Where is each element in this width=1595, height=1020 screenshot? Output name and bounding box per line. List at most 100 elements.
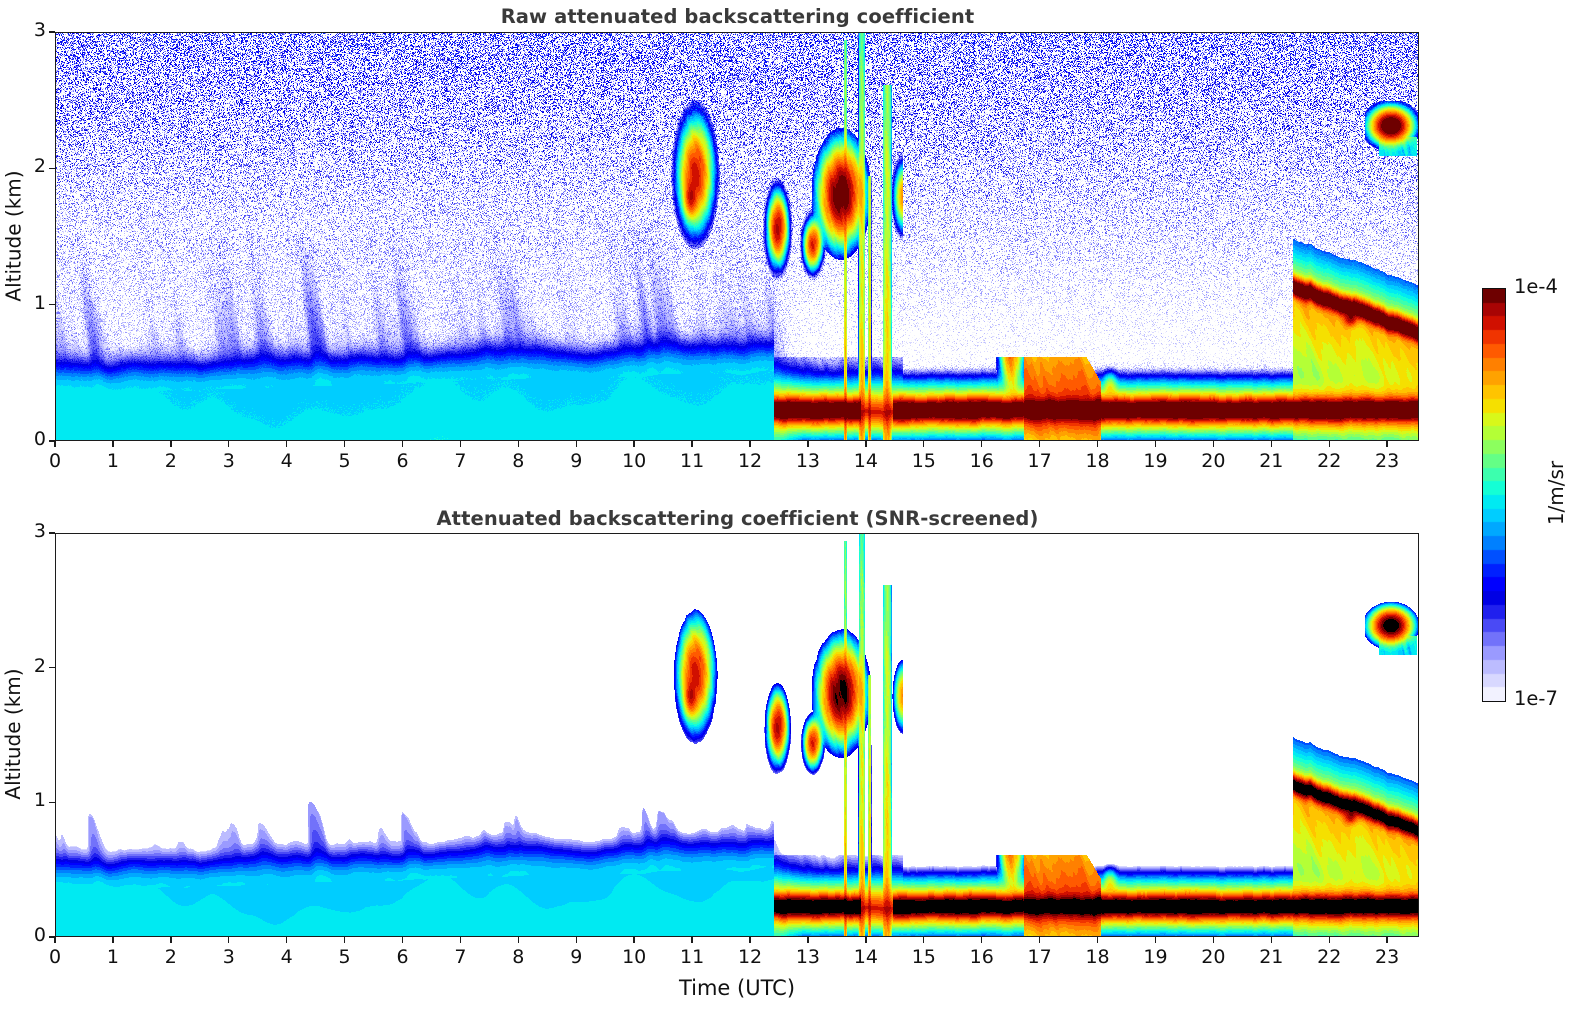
x-tick-mark bbox=[1212, 937, 1215, 943]
x-tick-label: 4 bbox=[280, 946, 293, 968]
x-tick-label: 19 bbox=[1143, 946, 1168, 968]
x-tick-label: 19 bbox=[1143, 450, 1168, 472]
y-tick-label: 3 bbox=[33, 19, 46, 41]
x-tick-label: 5 bbox=[338, 946, 351, 968]
y-tick-label: 2 bbox=[33, 654, 46, 677]
x-tick-mark bbox=[517, 937, 520, 943]
x-tick-label: 23 bbox=[1375, 450, 1400, 472]
x-tick-mark bbox=[749, 937, 751, 943]
x-tick-mark bbox=[1212, 441, 1215, 447]
x-tick-mark bbox=[633, 441, 635, 447]
x-tick-mark bbox=[1096, 937, 1099, 943]
y-tick-label: 1 bbox=[33, 291, 46, 314]
raw-panel-heatmap bbox=[56, 33, 1418, 440]
x-tick-mark bbox=[865, 937, 867, 943]
x-tick-label: 17 bbox=[1027, 946, 1052, 968]
x-tick-mark bbox=[228, 937, 230, 943]
x-tick-label: 2 bbox=[164, 450, 177, 472]
screened-panel-axes bbox=[55, 533, 1419, 937]
x-tick-mark bbox=[1270, 441, 1272, 447]
x-tick-mark bbox=[1328, 937, 1330, 943]
x-tick-mark bbox=[285, 937, 288, 943]
x-tick-label: 11 bbox=[680, 450, 705, 472]
x-tick-label: 8 bbox=[512, 450, 525, 472]
x-tick-label: 10 bbox=[622, 946, 647, 968]
x-tick-mark bbox=[575, 937, 577, 943]
y-tick-mark bbox=[49, 167, 55, 170]
x-tick-label: 14 bbox=[853, 450, 878, 472]
x-tick-mark bbox=[1270, 937, 1272, 943]
raw-panel-title: Raw attenuated backscattering coefficien… bbox=[500, 5, 975, 28]
x-tick-label: 11 bbox=[680, 946, 705, 968]
x-tick-mark bbox=[575, 441, 577, 447]
x-tick-label: 15 bbox=[911, 450, 936, 472]
x-tick-label: 1 bbox=[106, 946, 119, 968]
x-tick-label: 16 bbox=[969, 450, 994, 472]
x-tick-label: 12 bbox=[737, 946, 763, 968]
colorbar-unit-label: 1/m/sr bbox=[1544, 460, 1568, 526]
x-tick-label: 6 bbox=[396, 946, 409, 968]
x-tick-label: 22 bbox=[1317, 946, 1342, 968]
x-tick-mark bbox=[749, 441, 751, 447]
x-tick-mark bbox=[633, 937, 635, 943]
x-tick-mark bbox=[54, 937, 56, 943]
y-tick-mark bbox=[49, 801, 55, 804]
y-tick-mark bbox=[49, 440, 55, 442]
x-tick-mark bbox=[1038, 937, 1041, 943]
y-tick-label: 0 bbox=[33, 924, 46, 946]
x-tick-mark bbox=[170, 937, 172, 943]
x-tick-label: 23 bbox=[1375, 946, 1400, 968]
y-tick-mark bbox=[49, 666, 55, 669]
x-tick-mark bbox=[228, 441, 230, 447]
x-tick-mark bbox=[923, 937, 925, 943]
x-tick-mark bbox=[865, 441, 867, 447]
x-tick-label: 20 bbox=[1201, 946, 1226, 968]
x-tick-mark bbox=[691, 937, 693, 943]
y-tick-mark bbox=[49, 31, 55, 33]
x-tick-mark bbox=[807, 937, 809, 943]
y-tick-label: 2 bbox=[33, 155, 46, 178]
x-tick-label: 8 bbox=[512, 946, 525, 968]
x-tick-label: 3 bbox=[222, 946, 235, 968]
x-tick-mark bbox=[691, 441, 693, 447]
x-tick-mark bbox=[1038, 441, 1041, 447]
y-tick-mark bbox=[49, 936, 55, 938]
x-tick-mark bbox=[285, 441, 288, 447]
colorbar-max-label: 1e-4 bbox=[1514, 275, 1558, 298]
x-tick-mark bbox=[1154, 441, 1157, 447]
x-tick-mark bbox=[459, 441, 462, 447]
x-tick-label: 7 bbox=[454, 946, 467, 968]
x-tick-label: 1 bbox=[106, 450, 119, 472]
y-tick-label: 1 bbox=[33, 789, 46, 812]
raw-panel-axes bbox=[55, 32, 1419, 441]
x-tick-label: 4 bbox=[280, 450, 293, 472]
x-tick-label: 3 bbox=[222, 450, 235, 472]
screened-panel-title: Attenuated backscattering coefficient (S… bbox=[436, 507, 1039, 530]
x-tick-label: 12 bbox=[737, 450, 763, 472]
screened-panel-heatmap bbox=[56, 534, 1418, 936]
x-tick-label: 10 bbox=[622, 450, 647, 472]
x-tick-mark bbox=[401, 441, 404, 447]
x-tick-mark bbox=[1096, 441, 1099, 447]
y-tick-label: 3 bbox=[33, 520, 46, 542]
x-tick-label: 22 bbox=[1317, 450, 1342, 472]
x-tick-label: 2 bbox=[164, 946, 177, 968]
x-tick-mark bbox=[923, 441, 925, 447]
x-tick-label: 14 bbox=[853, 946, 878, 968]
x-tick-mark bbox=[343, 937, 346, 943]
x-tick-label: 17 bbox=[1027, 450, 1052, 472]
x-tick-mark bbox=[981, 441, 983, 447]
x-tick-mark bbox=[54, 441, 56, 447]
y-tick-mark bbox=[49, 532, 55, 534]
y-tick-label: 0 bbox=[33, 428, 46, 450]
x-tick-mark bbox=[170, 441, 172, 447]
x-tick-label: 18 bbox=[1085, 946, 1110, 968]
x-tick-mark bbox=[343, 441, 346, 447]
x-tick-label: 21 bbox=[1259, 946, 1284, 968]
x-tick-mark bbox=[112, 937, 114, 943]
x-tick-label: 6 bbox=[396, 450, 409, 472]
x-tick-mark bbox=[112, 441, 114, 447]
colorbar-min-label: 1e-7 bbox=[1514, 687, 1558, 710]
